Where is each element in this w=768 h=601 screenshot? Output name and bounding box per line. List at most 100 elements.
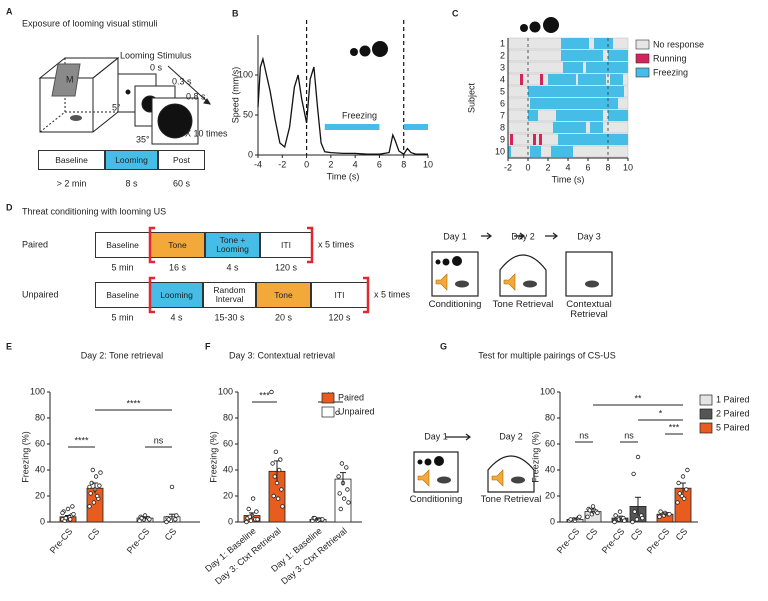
step-box-text: Tone: [256, 282, 311, 308]
running-segment: [510, 134, 513, 145]
legend-swatch: [635, 53, 650, 64]
data-point: [70, 504, 75, 509]
y-axis-label: Subject: [466, 82, 476, 113]
data-point: [270, 461, 275, 466]
data-point: [312, 515, 317, 521]
x-tick-label: -2: [278, 159, 286, 169]
data-point: [337, 491, 342, 496]
freezing-segment: [563, 62, 583, 73]
legend-swatch: [699, 394, 713, 406]
step-box: Baseline: [95, 282, 150, 308]
x-tick-label: 8: [605, 162, 610, 172]
angle-label: 5°: [112, 102, 121, 112]
freezing-segment: [561, 50, 603, 61]
repeat-label: x 5 times: [374, 289, 411, 299]
data-point: [272, 474, 277, 479]
data-point: [336, 474, 341, 479]
data-point: [244, 519, 249, 525]
running-segment: [520, 74, 523, 85]
x-tick-label: CS: [629, 526, 645, 542]
data-point: [568, 517, 573, 522]
freezing-segment: [610, 74, 623, 85]
freezing-segment: [528, 110, 538, 121]
row-label: 1: [500, 38, 505, 48]
data-point: [97, 483, 102, 488]
panel-letter: B: [232, 8, 239, 18]
freezing-segment: [590, 122, 603, 133]
data-point: [346, 500, 351, 505]
freezing-segment: [608, 50, 628, 61]
data-point: [676, 480, 681, 486]
stage-label: Tone Retrieval: [492, 300, 554, 310]
y-tick-label: 0: [248, 149, 253, 159]
data-point: [173, 517, 178, 522]
step-box: ITI: [260, 232, 312, 258]
x-tick-label: 10: [623, 162, 633, 172]
duration-label: > 2 min: [57, 178, 87, 188]
data-point: [63, 515, 68, 521]
timeline-box-text: Baseline: [38, 150, 105, 170]
stage-label-text: Conditioning: [428, 300, 482, 310]
significance-label: *: [659, 408, 663, 418]
repeat-label: X 10 times: [185, 128, 228, 138]
y-tick-label: 100: [238, 69, 253, 79]
y-tick-label: 40: [35, 464, 45, 474]
protocol-name: Unpaired: [22, 289, 59, 299]
legend-label: Unpaired: [338, 406, 375, 416]
step-box-text: Random Interval: [203, 282, 256, 308]
duration-label: 15-30 s: [214, 312, 245, 322]
stage-label-text: Tone Retrieval: [492, 300, 554, 310]
row-label: 9: [500, 134, 505, 144]
data-point: [345, 487, 350, 492]
data-point: [60, 510, 65, 516]
arena-schematic: [38, 56, 211, 145]
data-point: [675, 500, 680, 505]
data-point: [630, 519, 635, 525]
running-segment: [539, 134, 542, 145]
y-tick-label: 60: [35, 438, 45, 448]
timeline-box: Post: [158, 150, 205, 170]
data-point: [248, 518, 254, 523]
step-box: Tone: [150, 232, 205, 258]
data-point: [65, 506, 71, 512]
stage-label-text: Contextual Retrieval: [566, 300, 612, 321]
legend-swatch: [635, 67, 650, 78]
step-box-text: Baseline: [95, 232, 150, 258]
freezing-segment: [553, 122, 586, 133]
legend-swatch: [321, 392, 335, 404]
freezing-segment: [530, 146, 541, 157]
data-point: [613, 513, 618, 518]
duration-label: 5 min: [111, 262, 133, 272]
data-point: [98, 470, 103, 475]
duration-label: 60 s: [173, 178, 191, 188]
speed-trace: [257, 56, 428, 156]
data-point: [94, 493, 100, 499]
data-point: [255, 517, 260, 522]
step-box-text: ITI: [260, 232, 312, 258]
data-point: [685, 467, 690, 473]
time-label: 0.3 s: [172, 76, 192, 86]
row-label: 3: [500, 62, 505, 72]
significance-label: ****: [126, 398, 141, 408]
data-point: [680, 474, 686, 479]
x-tick-label: CS: [674, 526, 690, 542]
data-point: [634, 517, 640, 522]
data-point: [640, 515, 645, 521]
y-axis-label: Speed (mm/s): [230, 67, 240, 124]
data-point: [677, 491, 682, 496]
y-tick-label: 60: [545, 438, 555, 448]
legend-label: Paired: [338, 392, 364, 402]
small-circles: [417, 256, 462, 466]
repeat-label: x 5 times: [318, 239, 355, 249]
step-box: Tone: [256, 282, 311, 308]
bracket: [363, 276, 370, 314]
running-segment: [540, 74, 543, 85]
bracket: [307, 226, 314, 264]
legend-swatch: [699, 408, 713, 420]
freezing-segment: [556, 110, 603, 121]
box-label: M: [66, 74, 74, 84]
legend-swatch: [321, 406, 335, 418]
freezing-segment: [608, 110, 628, 121]
day-label: Day 3: [577, 231, 601, 241]
